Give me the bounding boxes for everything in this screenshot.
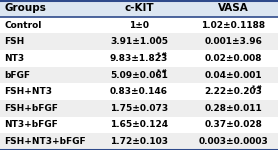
Text: 0.001±3.96: 0.001±3.96	[205, 37, 262, 46]
Bar	[189, 50, 278, 67]
Bar	[189, 117, 278, 133]
Bar	[189, 0, 278, 17]
Text: 0.83±0.146: 0.83±0.146	[110, 87, 168, 96]
Text: 0.04±0.001: 0.04±0.001	[205, 70, 262, 80]
Text: Groups: Groups	[4, 3, 46, 13]
Bar	[89, 50, 189, 67]
Text: 1.72±0.103: 1.72±0.103	[110, 137, 168, 146]
Text: Control: Control	[4, 21, 41, 30]
Text: FSH+bFGF: FSH+bFGF	[4, 104, 58, 113]
Text: 9.83±1.823: 9.83±1.823	[110, 54, 168, 63]
Text: FSH: FSH	[4, 37, 24, 46]
Bar	[189, 83, 278, 100]
Text: 1.75±0.073: 1.75±0.073	[110, 104, 168, 113]
Text: c-KIT: c-KIT	[124, 3, 154, 13]
Text: 0.37±0.028: 0.37±0.028	[205, 120, 262, 129]
Bar	[0, 83, 89, 100]
Text: *,#: *,#	[157, 52, 168, 57]
Bar	[0, 117, 89, 133]
Bar	[0, 17, 89, 33]
Text: bFGF: bFGF	[4, 70, 30, 80]
Bar	[0, 50, 89, 67]
Text: 0.02±0.008: 0.02±0.008	[205, 54, 262, 63]
Text: VASA: VASA	[218, 3, 249, 13]
Bar	[0, 67, 89, 83]
Bar	[89, 100, 189, 117]
Text: 1±0: 1±0	[129, 21, 149, 30]
Bar	[89, 33, 189, 50]
Bar	[89, 0, 189, 17]
Bar	[89, 117, 189, 133]
Text: 1.02±0.1188: 1.02±0.1188	[202, 21, 265, 30]
Text: *,#: *,#	[157, 69, 168, 74]
Text: 3.91±1.005: 3.91±1.005	[110, 37, 168, 46]
Text: 0.28±0.011: 0.28±0.011	[205, 104, 262, 113]
Text: *: *	[157, 36, 160, 40]
Text: FSH+NT3: FSH+NT3	[4, 87, 52, 96]
Text: 0.003±0.0003: 0.003±0.0003	[199, 137, 268, 146]
Text: NT3: NT3	[4, 54, 24, 63]
Bar	[189, 67, 278, 83]
Bar	[89, 83, 189, 100]
Text: NT3+bFGF: NT3+bFGF	[4, 120, 58, 129]
Bar	[0, 33, 89, 50]
Bar	[89, 17, 189, 33]
Text: 1.65±0.124: 1.65±0.124	[110, 120, 168, 129]
Text: 5.09±0.061: 5.09±0.061	[110, 70, 168, 80]
Bar	[0, 0, 89, 17]
Bar	[0, 133, 89, 150]
Bar	[189, 133, 278, 150]
Bar	[189, 100, 278, 117]
Bar	[0, 100, 89, 117]
Text: FSH+NT3+bFGF: FSH+NT3+bFGF	[4, 137, 86, 146]
Bar	[89, 67, 189, 83]
Text: 2.22±0.203: 2.22±0.203	[205, 87, 262, 96]
Bar	[89, 133, 189, 150]
Bar	[189, 17, 278, 33]
Text: *,#: *,#	[252, 85, 262, 90]
Bar	[189, 33, 278, 50]
